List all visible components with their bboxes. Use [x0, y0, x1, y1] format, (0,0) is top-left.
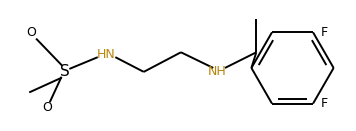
Text: NH: NH [208, 65, 226, 78]
Text: O: O [26, 26, 36, 39]
Text: F: F [321, 97, 328, 110]
Text: O: O [42, 101, 52, 114]
Text: F: F [321, 26, 328, 39]
Text: S: S [59, 64, 69, 79]
Text: HN: HN [97, 48, 116, 61]
